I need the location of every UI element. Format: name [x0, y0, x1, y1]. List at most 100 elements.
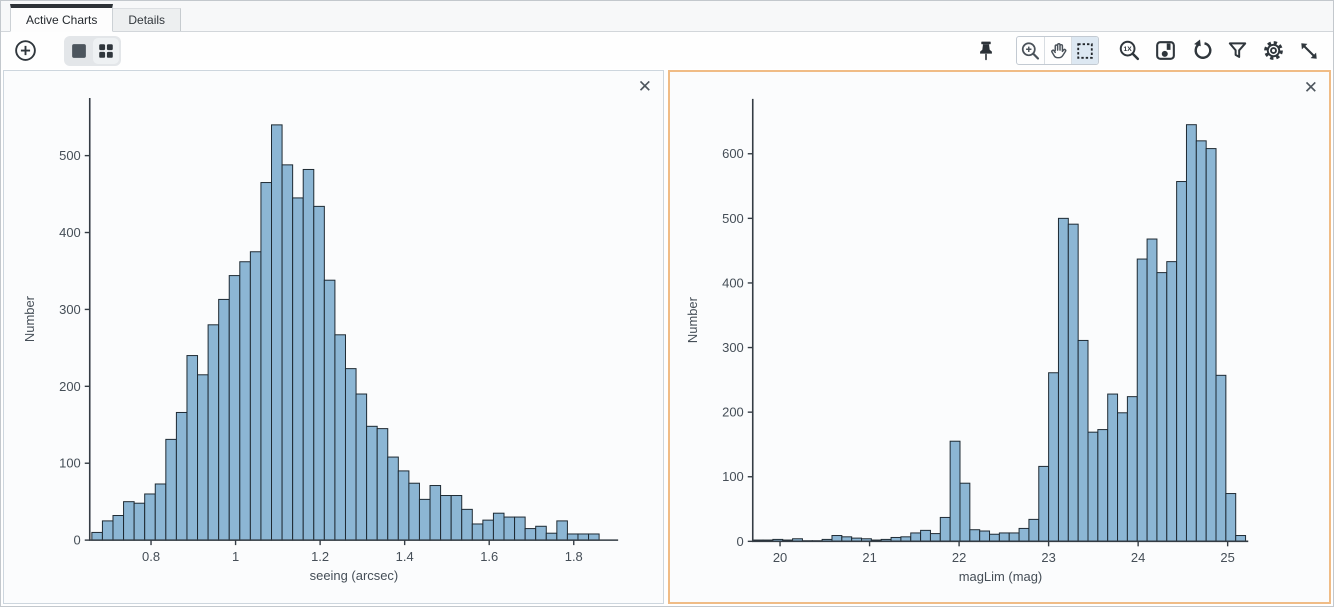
histogram-bar[interactable] [989, 533, 1000, 542]
histogram-bar[interactable] [387, 456, 399, 541]
histogram-bar[interactable] [344, 368, 357, 541]
histogram-bar[interactable] [1126, 396, 1138, 542]
histogram-bar[interactable] [939, 516, 951, 542]
histogram-bar[interactable] [101, 520, 114, 541]
add-chart-button[interactable] [11, 36, 40, 65]
histogram-bar[interactable] [910, 532, 922, 542]
histogram-bar[interactable] [418, 498, 431, 541]
histogram-bar[interactable] [1048, 372, 1059, 542]
zoom-original-button[interactable]: 1X [1115, 36, 1144, 65]
pin-chart-button[interactable] [972, 37, 1000, 65]
histogram-bar[interactable] [1008, 532, 1020, 542]
histogram-bar[interactable] [949, 440, 961, 542]
histogram-bar[interactable] [366, 425, 378, 541]
histogram-bar[interactable] [503, 516, 516, 541]
histogram-bar[interactable] [979, 530, 991, 542]
tab-active-charts[interactable]: Active Charts [10, 4, 114, 32]
seeing-histogram[interactable]: 0 100 200 300 400 500 0.8 1 1.2 1.4 1.6 1.8 seeing (… [4, 71, 663, 603]
histogram-bar[interactable] [112, 515, 125, 541]
histogram-bar[interactable] [1215, 374, 1227, 542]
histogram-bar[interactable] [144, 493, 156, 541]
histogram-bar[interactable] [408, 482, 420, 541]
tab-details[interactable]: Details [113, 8, 182, 31]
histogram-bar[interactable] [959, 482, 971, 542]
histogram-bar[interactable] [1205, 148, 1217, 542]
histogram-bar[interactable] [492, 512, 505, 541]
histogram-bar[interactable] [397, 470, 410, 541]
histogram-bar[interactable] [260, 182, 273, 541]
histogram-bar[interactable] [1225, 493, 1237, 542]
histogram-bar[interactable] [334, 334, 346, 541]
save-chart-button[interactable] [1151, 36, 1180, 65]
histogram-bar[interactable] [588, 533, 600, 541]
histogram-bar[interactable] [1136, 258, 1148, 542]
histogram-bar[interactable] [1235, 535, 1247, 542]
histogram-bar[interactable] [1087, 431, 1099, 542]
histogram-bar[interactable] [218, 298, 230, 541]
histogram-bar[interactable] [165, 438, 177, 541]
select-area-tool-button[interactable] [1071, 37, 1098, 64]
filter-button[interactable] [1223, 36, 1252, 65]
histogram-bar[interactable] [154, 483, 167, 541]
histogram-bar[interactable] [197, 374, 209, 541]
histogram-bar[interactable] [1156, 272, 1168, 542]
histogram-bar[interactable] [1067, 223, 1079, 542]
histogram-bar[interactable] [133, 502, 146, 541]
histogram-bar[interactable] [461, 508, 473, 541]
histogram-bar[interactable] [440, 495, 452, 541]
histogram-bar[interactable] [482, 519, 494, 541]
histogram-bar[interactable] [1146, 238, 1158, 542]
histogram-bar[interactable] [577, 533, 590, 541]
histogram-bar[interactable] [1018, 527, 1030, 542]
histogram-bar[interactable] [450, 495, 463, 541]
histogram-bar[interactable] [1038, 465, 1050, 542]
histogram-bar[interactable] [1117, 412, 1128, 542]
histogram-bar[interactable] [929, 533, 941, 542]
histogram-bar[interactable] [969, 529, 981, 542]
histogram-bar[interactable] [998, 532, 1010, 542]
histogram-bar[interactable] [1057, 217, 1069, 542]
histogram-bar[interactable] [281, 164, 294, 541]
histogram-bar[interactable] [831, 535, 843, 542]
histogram-bar[interactable] [175, 411, 188, 541]
histogram-bar[interactable] [429, 485, 442, 541]
histogram-bar[interactable] [1176, 181, 1187, 542]
grid-tile-layout-button[interactable] [93, 37, 119, 64]
zoom-in-tool-button[interactable] [1017, 37, 1044, 64]
histogram-bar[interactable] [239, 261, 251, 541]
histogram-bar[interactable] [376, 428, 389, 541]
maglim-histogram[interactable]: 0 100 200 300 400 500 600 20 21 22 23 24 25 magLim (m… [670, 72, 1329, 602]
histogram-bar[interactable] [524, 528, 537, 541]
histogram-bar[interactable] [186, 355, 199, 541]
histogram-bar[interactable] [471, 523, 484, 541]
histogram-bar[interactable] [1028, 518, 1040, 542]
histogram-bar[interactable] [514, 516, 526, 541]
histogram-bar[interactable] [313, 205, 325, 541]
histogram-bar[interactable] [292, 197, 304, 541]
histogram-bar[interactable] [1107, 393, 1119, 542]
histogram-bar[interactable] [123, 501, 135, 541]
histogram-bar[interactable] [535, 525, 547, 541]
histogram-bar[interactable] [323, 279, 336, 541]
settings-button[interactable] [1259, 36, 1288, 65]
histogram-bar[interactable] [556, 520, 568, 541]
histogram-bar[interactable] [1195, 140, 1207, 542]
histogram-bar[interactable] [566, 533, 579, 541]
histogram-bar[interactable] [355, 393, 368, 541]
histogram-bar[interactable] [920, 529, 931, 542]
close-seeing-chart-button[interactable]: ✕ [637, 77, 652, 96]
histogram-bar[interactable] [249, 251, 262, 541]
restore-zoom-button[interactable] [1187, 36, 1216, 65]
histogram-bar[interactable] [228, 275, 241, 541]
close-maglim-chart-button[interactable]: ✕ [1303, 78, 1318, 97]
histogram-bar[interactable] [1166, 261, 1178, 542]
histogram-bar[interactable] [302, 168, 315, 541]
expand-button[interactable] [1295, 37, 1323, 65]
histogram-bar[interactable] [207, 324, 220, 541]
histogram-bar[interactable] [271, 124, 283, 541]
histogram-bar[interactable] [545, 532, 558, 541]
single-tile-layout-button[interactable] [66, 38, 92, 64]
histogram-bar[interactable] [1077, 339, 1089, 542]
histogram-bar[interactable] [91, 531, 103, 541]
histogram-bar[interactable] [1097, 429, 1109, 542]
